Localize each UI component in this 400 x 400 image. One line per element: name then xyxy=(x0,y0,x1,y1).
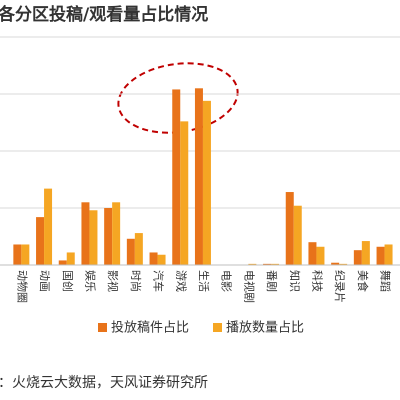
x-tick-label: 电视剧 xyxy=(242,270,256,303)
bar xyxy=(293,205,302,265)
legend-swatch xyxy=(213,323,222,332)
source-note: ：火烧云大数据，天风证券研究所 xyxy=(0,375,208,391)
bar xyxy=(36,217,45,265)
x-tick-label: 美食 xyxy=(356,270,370,292)
legend-label: 播放数量占比 xyxy=(226,321,304,336)
x-tick-label: 番剧 xyxy=(265,270,278,292)
bar xyxy=(285,192,294,265)
x-tick-label: 科技 xyxy=(310,270,324,292)
bar xyxy=(263,263,272,265)
chart-title: 各分区投稿/观看量占比情况 xyxy=(0,4,208,25)
x-tick-label: 动物圈 xyxy=(15,270,29,303)
bar xyxy=(353,250,362,265)
bar xyxy=(112,202,121,265)
x-tick-label: 国创 xyxy=(61,270,74,292)
bar xyxy=(202,100,211,265)
bar xyxy=(66,252,75,265)
x-tick-label: 知识 xyxy=(288,270,302,292)
bar xyxy=(149,252,158,265)
x-tick-label: 动画 xyxy=(38,270,51,292)
bar xyxy=(21,244,30,265)
bar xyxy=(384,244,393,265)
x-tick-label: 娱乐 xyxy=(83,270,97,292)
bar xyxy=(194,88,203,265)
bar xyxy=(180,121,189,265)
bar xyxy=(361,241,370,265)
bar xyxy=(126,238,135,265)
bar xyxy=(89,210,98,265)
x-tick-label: 游戏 xyxy=(174,270,187,292)
x-tick-label: 舞蹈 xyxy=(379,270,392,292)
x-tick-label: 影视 xyxy=(106,270,120,292)
x-tick-label: 电影 xyxy=(220,270,233,292)
x-tick-label: 纪录片 xyxy=(333,270,346,303)
bar xyxy=(13,244,22,265)
bar xyxy=(331,262,340,265)
bar xyxy=(81,202,90,265)
x-tick-label: 汽车 xyxy=(152,270,166,292)
legend-swatch xyxy=(98,323,107,332)
bar xyxy=(316,246,325,265)
x-tick-label: 时尚 xyxy=(129,270,143,292)
bar xyxy=(308,242,317,265)
bar xyxy=(376,246,385,265)
bar xyxy=(134,233,143,265)
bar xyxy=(58,260,67,265)
bar xyxy=(104,208,113,265)
legend-label: 投放稿件占比 xyxy=(111,320,189,336)
bar xyxy=(44,188,53,265)
bar xyxy=(271,263,280,265)
bar xyxy=(339,263,348,265)
x-tick-label: 生活 xyxy=(197,270,211,292)
bar xyxy=(248,263,257,265)
bar xyxy=(172,89,181,265)
bar xyxy=(157,254,166,265)
